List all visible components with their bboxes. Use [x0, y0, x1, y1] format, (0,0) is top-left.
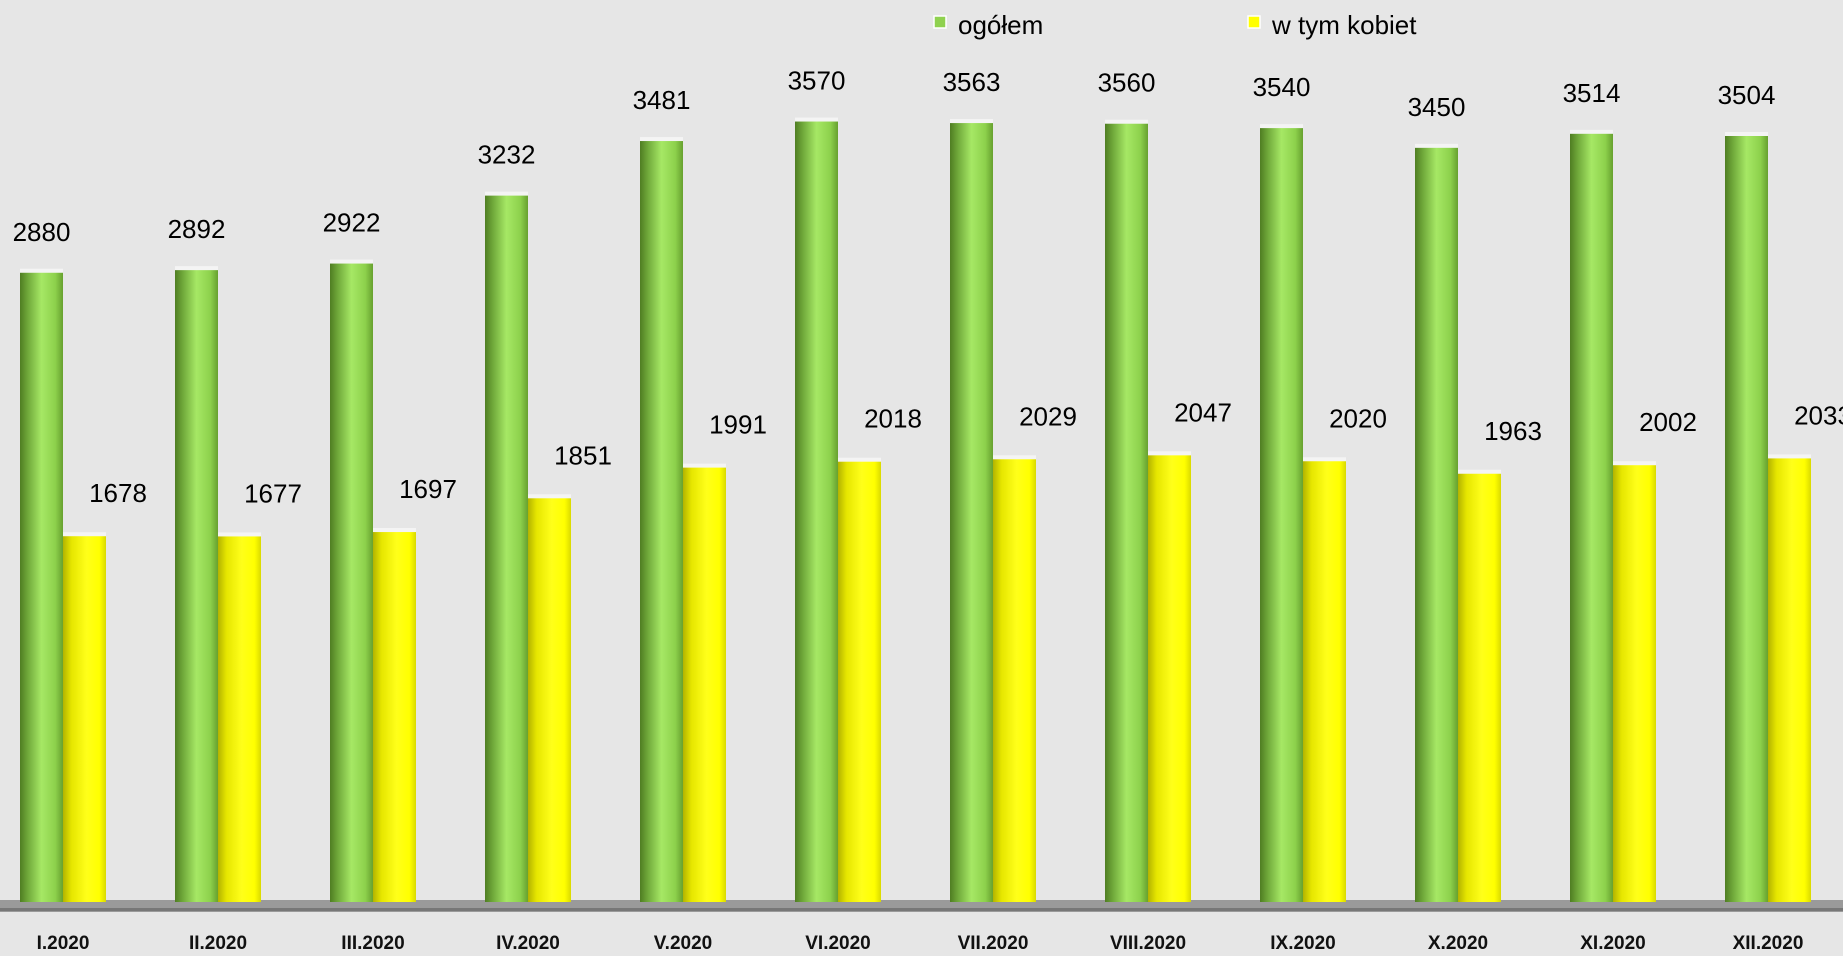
category-labels-layer: I.2020 II.2020 III.2020 IV.2020 V.2020 VI.202… [37, 933, 1804, 954]
bar-cap-og-em-iii-2020 [330, 259, 373, 264]
bar-cap-og-em-viii-2020 [1105, 119, 1148, 124]
bar-cap-w-tym-kobiet-iii-2020 [373, 528, 416, 533]
value-label-w-tym-kobiet-xii-2020: 2033 [1794, 400, 1843, 430]
bar-cap-w-tym-kobiet-vi-2020 [838, 457, 881, 462]
bar-og-em-ii-2020 [175, 268, 218, 903]
bar-og-em-i-2020 [20, 270, 63, 903]
bar-cap-og-em-ix-2020 [1260, 124, 1303, 129]
bar-og-em-viii-2020 [1105, 121, 1148, 903]
bar-w-tym-kobiet-x-2020 [1458, 471, 1501, 902]
value-label-og-em-iii-2020: 2922 [323, 208, 381, 238]
category-label-viii-2020: VIII.2020 [1110, 933, 1186, 954]
bar-og-em-xi-2020 [1570, 131, 1613, 902]
legend-swatch-ogolem [933, 15, 947, 29]
value-label-w-tym-kobiet-vi-2020: 2018 [864, 404, 922, 434]
bar-cap-w-tym-kobiet-vii-2020 [993, 455, 1036, 460]
bar-og-em-iii-2020 [330, 261, 373, 902]
value-label-w-tym-kobiet-iii-2020: 1697 [399, 474, 457, 504]
bar-w-tym-kobiet-ix-2020 [1303, 459, 1346, 902]
bar-og-em-x-2020 [1415, 145, 1458, 902]
bar-cap-w-tym-kobiet-xii-2020 [1768, 454, 1811, 459]
value-label-og-em-x-2020: 3450 [1408, 92, 1466, 122]
value-label-og-em-i-2020: 2880 [13, 217, 71, 247]
value-label-og-em-ix-2020: 3540 [1253, 72, 1311, 102]
bar-w-tym-kobiet-i-2020 [63, 534, 106, 902]
bar-cap-og-em-ii-2020 [175, 266, 218, 271]
bar-w-tym-kobiet-xii-2020 [1768, 456, 1811, 902]
legend-label-ogolem: ogółem [958, 10, 1043, 40]
category-label-iv-2020: IV.2020 [496, 933, 560, 954]
value-label-og-em-xii-2020: 3504 [1718, 80, 1776, 110]
category-label-xi-2020: XI.2020 [1580, 933, 1646, 954]
bar-cap-w-tym-kobiet-ix-2020 [1303, 457, 1346, 462]
bar-w-tym-kobiet-viii-2020 [1148, 453, 1191, 902]
category-label-ix-2020: IX.2020 [1270, 933, 1336, 954]
bar-cap-w-tym-kobiet-viii-2020 [1148, 451, 1191, 456]
bar-cap-og-em-vii-2020 [950, 119, 993, 124]
value-label-w-tym-kobiet-ii-2020: 1677 [244, 478, 302, 508]
bar-cap-og-em-i-2020 [20, 268, 63, 273]
bar-og-em-ix-2020 [1260, 126, 1303, 902]
chart-floor-edge [0, 908, 1843, 911]
bar-og-em-v-2020 [640, 139, 683, 903]
category-label-vi-2020: VI.2020 [805, 933, 871, 954]
bar-w-tym-kobiet-vi-2020 [838, 459, 881, 902]
value-label-w-tym-kobiet-v-2020: 1991 [709, 410, 767, 440]
bar-cap-og-em-vi-2020 [795, 117, 838, 122]
bar-og-em-iv-2020 [485, 193, 528, 902]
bar-w-tym-kobiet-vii-2020 [993, 457, 1036, 902]
bar-og-em-xii-2020 [1725, 134, 1768, 902]
bar-cap-og-em-x-2020 [1415, 143, 1458, 148]
value-label-w-tym-kobiet-iv-2020: 1851 [554, 440, 612, 470]
bar-cap-og-em-v-2020 [640, 137, 683, 142]
bar-cap-og-em-xii-2020 [1725, 132, 1768, 136]
category-label-ii-2020: II.2020 [189, 933, 247, 954]
bars-layer [20, 117, 1811, 903]
legend: ogółem w tym kobiet [933, 10, 1417, 40]
bar-cap-w-tym-kobiet-xi-2020 [1613, 461, 1656, 466]
bar-w-tym-kobiet-iv-2020 [528, 496, 571, 902]
value-label-og-em-vi-2020: 3570 [788, 66, 846, 96]
legend-label-kobiet: w tym kobiet [1271, 10, 1417, 40]
category-label-i-2020: I.2020 [37, 933, 90, 954]
bar-cap-og-em-xi-2020 [1570, 129, 1613, 134]
value-label-og-em-v-2020: 3481 [633, 85, 691, 115]
bar-w-tym-kobiet-xi-2020 [1613, 463, 1656, 902]
value-label-w-tym-kobiet-i-2020: 1678 [89, 478, 147, 508]
category-label-xii-2020: XII.2020 [1733, 933, 1804, 954]
bar-w-tym-kobiet-iii-2020 [373, 530, 416, 902]
value-label-og-em-vii-2020: 3563 [943, 67, 1001, 97]
bar-cap-w-tym-kobiet-iv-2020 [528, 494, 571, 499]
value-label-w-tym-kobiet-xi-2020: 2002 [1639, 407, 1697, 437]
bar-cap-w-tym-kobiet-i-2020 [63, 532, 106, 537]
value-label-og-em-ii-2020: 2892 [168, 214, 226, 244]
value-label-w-tym-kobiet-vii-2020: 2029 [1019, 401, 1077, 431]
legend-swatch-kobiet [1247, 15, 1261, 29]
value-label-w-tym-kobiet-viii-2020: 2047 [1174, 397, 1232, 427]
category-label-iii-2020: III.2020 [341, 933, 404, 954]
bar-og-em-vii-2020 [950, 121, 993, 903]
category-label-x-2020: X.2020 [1428, 933, 1488, 954]
value-label-og-em-iv-2020: 3232 [478, 140, 536, 170]
bar-cap-w-tym-kobiet-x-2020 [1458, 469, 1501, 474]
category-label-v-2020: V.2020 [654, 933, 712, 954]
value-label-og-em-viii-2020: 3560 [1098, 68, 1156, 98]
value-label-w-tym-kobiet-x-2020: 1963 [1484, 416, 1542, 446]
bar-cap-w-tym-kobiet-ii-2020 [218, 532, 261, 537]
bar-w-tym-kobiet-v-2020 [683, 465, 726, 902]
bar-cap-w-tym-kobiet-v-2020 [683, 463, 726, 468]
bar-w-tym-kobiet-ii-2020 [218, 534, 261, 902]
bar-cap-og-em-iv-2020 [485, 191, 528, 196]
value-labels-layer: 2880 1678 2892 1677 2922 1697 3232 1851 3481 1991… [13, 66, 1843, 509]
category-label-vii-2020: VII.2020 [958, 933, 1029, 954]
bar-og-em-vi-2020 [795, 119, 838, 903]
value-label-w-tym-kobiet-ix-2020: 2020 [1329, 403, 1387, 433]
value-label-og-em-xi-2020: 3514 [1563, 78, 1621, 108]
